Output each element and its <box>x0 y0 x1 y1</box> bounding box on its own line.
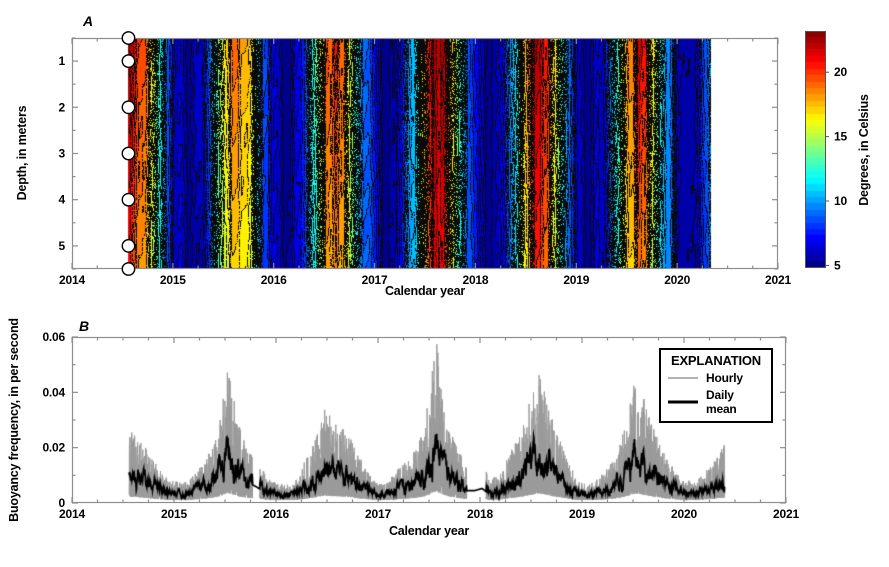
panel-b-x-tick-label: 2020 <box>671 507 697 521</box>
sensor-depth-marker <box>121 31 136 45</box>
colorbar-tick-label: 5 <box>834 258 841 272</box>
panel-b-x-tick-label: 2017 <box>365 507 391 521</box>
panel-b-x-tick-label: 2014 <box>59 507 85 521</box>
panel-a-x-tick-label: 2016 <box>261 273 287 287</box>
panel-a-x-tick-label: 2020 <box>664 273 690 287</box>
legend-title: EXPLANATION <box>670 353 761 368</box>
panel-a-x-tick-label: 2014 <box>59 273 85 287</box>
panel-a-frame <box>71 37 779 270</box>
sensor-depth-marker <box>121 54 136 68</box>
colorbar-tick-label: 15 <box>834 130 847 144</box>
panel-a-x-tick-label: 2018 <box>462 273 488 287</box>
panel-a-y-tick-label: 5 <box>59 239 66 253</box>
colorbar-gradient-canvas <box>805 31 826 268</box>
legend-label-hourly: Hourly <box>706 371 743 385</box>
panel-b-x-tick-label: 2016 <box>263 507 289 521</box>
colorbar-title: Degrees, in Celsius <box>857 94 871 206</box>
sensor-depth-marker <box>121 192 136 207</box>
temperature-heatmap-canvas <box>72 38 778 269</box>
panel-a-y-tick-label: 2 <box>59 100 66 114</box>
sensor-depth-marker <box>121 146 136 161</box>
panel-b-y-tick-label: 0.06 <box>42 330 65 344</box>
colorbar-tick-label: 10 <box>834 194 847 208</box>
legend-item-hourly: Hourly <box>667 371 765 385</box>
panel-b-y-tick-label: 0 <box>59 496 66 510</box>
panel-b-x-tick-label: 2018 <box>467 507 493 521</box>
colorbar-tick-label: 20 <box>834 65 847 79</box>
legend-label-daily-mean: Daily mean <box>706 388 737 416</box>
panel-a-label: A <box>82 13 94 29</box>
sensor-depth-marker <box>121 100 136 115</box>
panel-b-x-axis-title: Calendar year <box>388 524 470 538</box>
panel-b-x-tick-label: 2019 <box>569 507 595 521</box>
panel-a-y-tick-label: 4 <box>59 193 66 207</box>
hourly-line-swatch <box>668 377 698 379</box>
panel-a-x-tick-label: 2021 <box>765 273 791 287</box>
panel-b-y-tick-label: 0.04 <box>42 385 65 399</box>
panel-a-y-tick-label: 1 <box>59 54 66 68</box>
legend-item-daily-mean: Daily mean <box>667 388 765 416</box>
sensor-depth-marker <box>121 238 136 253</box>
sensor-depth-marker <box>121 262 136 276</box>
panel-b-y-tick-label: 0.02 <box>42 441 65 455</box>
panel-b-x-tick-label: 2015 <box>161 507 187 521</box>
panel-a-y-axis-title: Depth, in meters <box>15 105 29 201</box>
panel-a-y-tick-label: 3 <box>59 147 66 161</box>
panel-a-x-axis-title: Calendar year <box>384 284 466 298</box>
panel-a-x-tick-label: 2017 <box>362 273 388 287</box>
daily-mean-line-swatch <box>668 400 698 404</box>
panel-a-x-tick-label: 2019 <box>563 273 589 287</box>
panel-b-y-axis-title: Buoyancy frequency, in per second <box>7 318 21 522</box>
colorbar-frame <box>805 31 826 268</box>
panel-b-x-tick-label: 2021 <box>773 507 799 521</box>
legend-explanation: EXPLANATION Hourly Daily mean <box>659 348 773 423</box>
panel-b-label: B <box>78 318 90 334</box>
panel-a-x-tick-label: 2015 <box>160 273 186 287</box>
